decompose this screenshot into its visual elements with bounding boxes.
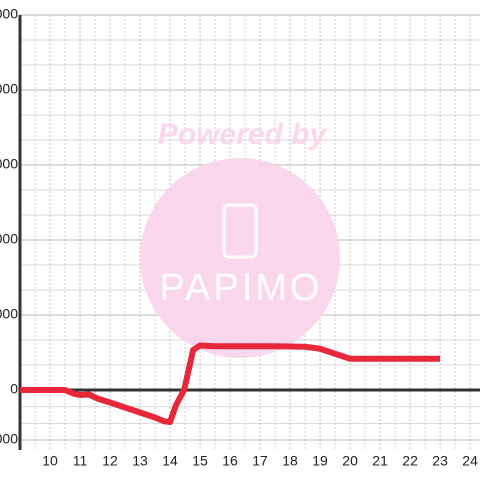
x-tick-label: 21 [372,453,388,469]
y-tick-label: 150,000 [0,6,18,22]
x-tick-label: 17 [252,453,268,469]
x-tick-label: 20 [342,453,358,469]
watermark-top: Powered by [158,118,328,151]
y-tick-label: -20,000 [0,431,18,447]
plot: -20,000 0 30,000 60,000 90,000 120,000 150,000… [0,6,480,469]
x-tick-label: 11 [73,453,88,469]
y-tick-label: 120,000 [0,81,18,97]
watermark-icon [222,203,258,259]
y-tick-label: 60,000 [0,231,18,247]
watermark: Powered by PAPIMO [140,118,340,358]
x-tick-label: 24 [462,453,478,469]
x-tick-label: 16 [222,453,238,469]
x-tick-label: 13 [132,453,148,469]
y-tick-label: 30,000 [0,306,18,322]
x-tick-label: 22 [402,453,418,469]
y-tick-label: 0 [10,381,18,397]
x-tick-label: 18 [282,453,298,469]
x-tick-label: 15 [192,453,208,469]
line-series [20,342,441,425]
x-tick-label: 12 [102,453,118,469]
watermark-logo: PAPIMO [160,267,323,309]
x-tick-label: 19 [312,453,328,469]
x-tick-label: 14 [162,453,178,469]
x-tick-label: 23 [432,453,448,469]
y-tick-label: 90,000 [0,156,18,172]
x-tick-label: 10 [42,453,58,469]
